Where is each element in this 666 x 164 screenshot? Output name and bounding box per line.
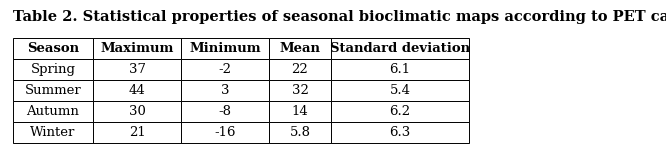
Text: Season: Season bbox=[27, 42, 79, 55]
Bar bbox=[269, 59, 331, 80]
Text: 14: 14 bbox=[292, 105, 308, 118]
Text: -8: -8 bbox=[218, 105, 232, 118]
Bar bbox=[269, 122, 331, 143]
Bar bbox=[181, 80, 269, 101]
Bar bbox=[93, 101, 181, 122]
Bar bbox=[181, 59, 269, 80]
Text: Standard deviation: Standard deviation bbox=[330, 42, 470, 55]
Bar bbox=[13, 122, 93, 143]
Bar bbox=[331, 101, 469, 122]
Text: 3: 3 bbox=[220, 84, 229, 97]
Bar bbox=[331, 38, 469, 59]
Text: 6.2: 6.2 bbox=[390, 105, 410, 118]
Text: 6.3: 6.3 bbox=[390, 126, 411, 139]
Text: 5.8: 5.8 bbox=[290, 126, 310, 139]
Text: 22: 22 bbox=[292, 63, 308, 76]
Bar bbox=[331, 59, 469, 80]
Text: Summer: Summer bbox=[25, 84, 81, 97]
Bar bbox=[13, 38, 93, 59]
Text: Minimum: Minimum bbox=[189, 42, 261, 55]
Bar bbox=[181, 101, 269, 122]
Text: 32: 32 bbox=[292, 84, 308, 97]
Bar bbox=[331, 122, 469, 143]
Text: Mean: Mean bbox=[280, 42, 320, 55]
Bar bbox=[331, 80, 469, 101]
Bar bbox=[13, 59, 93, 80]
Text: -16: -16 bbox=[214, 126, 236, 139]
Text: 6.1: 6.1 bbox=[390, 63, 410, 76]
Bar bbox=[181, 38, 269, 59]
Text: Autumn: Autumn bbox=[27, 105, 79, 118]
Bar bbox=[269, 80, 331, 101]
Bar bbox=[93, 38, 181, 59]
Text: Table 2. Statistical properties of seasonal bioclimatic maps according to PET ca: Table 2. Statistical properties of seaso… bbox=[13, 10, 666, 24]
Text: 37: 37 bbox=[129, 63, 145, 76]
Text: Spring: Spring bbox=[31, 63, 75, 76]
Bar bbox=[269, 38, 331, 59]
Text: Maximum: Maximum bbox=[101, 42, 174, 55]
Text: -2: -2 bbox=[218, 63, 232, 76]
Bar bbox=[93, 122, 181, 143]
Bar bbox=[93, 59, 181, 80]
Bar bbox=[181, 122, 269, 143]
Bar bbox=[13, 80, 93, 101]
Bar bbox=[13, 101, 93, 122]
Text: 21: 21 bbox=[129, 126, 145, 139]
Text: 44: 44 bbox=[129, 84, 145, 97]
Text: 5.4: 5.4 bbox=[390, 84, 410, 97]
Text: 30: 30 bbox=[129, 105, 145, 118]
Bar bbox=[269, 101, 331, 122]
Text: Winter: Winter bbox=[31, 126, 76, 139]
Bar bbox=[93, 80, 181, 101]
